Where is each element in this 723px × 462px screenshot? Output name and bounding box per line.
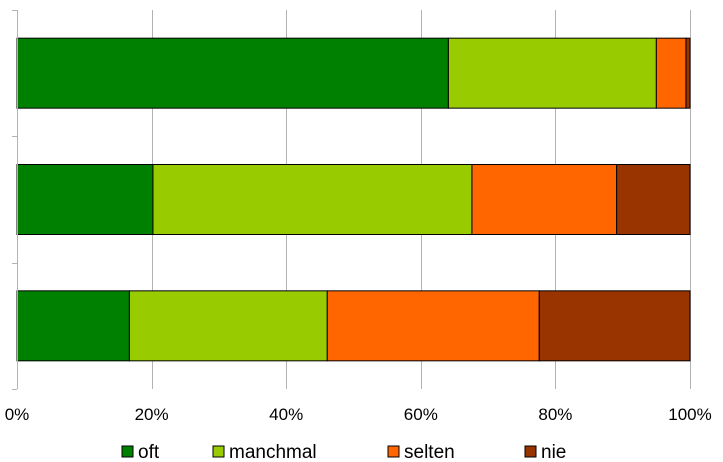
legend-label: selten [404, 442, 455, 462]
bar-segment-selten [471, 164, 618, 235]
bar-segment-manchmal [128, 290, 328, 362]
bars [16, 37, 691, 362]
x-tick-label: 0% [5, 405, 30, 424]
x-tick-labels: 0% 20% 40% 60% 80% 100% [5, 405, 712, 424]
bar-segment-selten [326, 290, 540, 362]
x-tick-label: 100% [668, 405, 711, 424]
legend-swatch [387, 445, 400, 458]
legend-swatch [121, 445, 134, 458]
legend-label: oft [138, 442, 160, 462]
legend-swatch [212, 445, 225, 458]
bar-segment-nie [685, 37, 691, 109]
bar-segment-oft [16, 37, 449, 109]
x-tick-label: 20% [135, 405, 169, 424]
bar-segment-oft [16, 164, 154, 235]
axes [12, 10, 18, 390]
bar-segment-manchmal [447, 37, 657, 109]
legend-label: nie [541, 442, 566, 462]
legend-swatch [524, 445, 537, 458]
x-tick-label: 40% [269, 405, 303, 424]
legend-label: manchmal [229, 442, 317, 462]
bar-segment-nie [538, 290, 691, 362]
bar-segment-nie [616, 164, 691, 235]
bar-segment-selten [655, 37, 687, 109]
x-tick-label: 80% [538, 405, 572, 424]
legend: oft manchmal selten nie [121, 442, 566, 462]
bar-segment-manchmal [152, 164, 473, 235]
x-tick-label: 60% [404, 405, 438, 424]
bar-segment-oft [16, 290, 130, 362]
